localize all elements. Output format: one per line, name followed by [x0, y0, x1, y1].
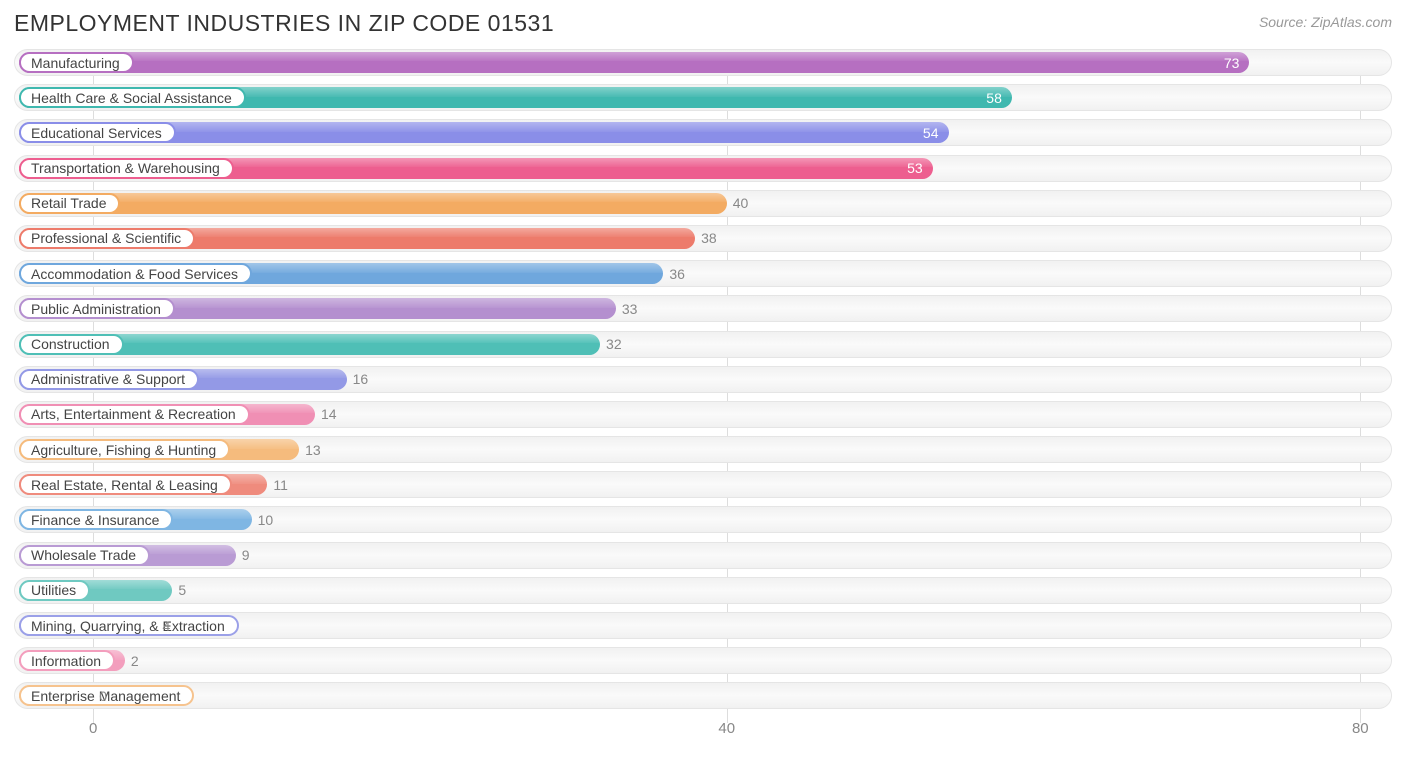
bar-value: 16: [353, 366, 369, 393]
bar-row: Construction 32: [14, 331, 1392, 358]
bar-fill: [19, 193, 727, 214]
bar-row: 58 Health Care & Social Assistance: [14, 84, 1392, 111]
bar-row: Agriculture, Fishing & Hunting 13: [14, 436, 1392, 463]
bar-value: 11: [273, 471, 288, 498]
bar-value: 38: [701, 225, 717, 252]
bar-value: 36: [669, 260, 685, 287]
bar-label: Public Administration: [19, 298, 175, 319]
bar-row: Wholesale Trade 9: [14, 542, 1392, 569]
bar-value: 14: [321, 401, 337, 428]
bar-label: Accommodation & Food Services: [19, 263, 252, 284]
chart-header: EMPLOYMENT INDUSTRIES IN ZIP CODE 01531 …: [14, 10, 1392, 37]
bar-fill: 73: [19, 52, 1249, 73]
bars-container: 73 Manufacturing 58 Health Care & Social As…: [14, 49, 1392, 709]
chart-area: 73 Manufacturing 58 Health Care & Social As…: [14, 49, 1392, 749]
bar-label: Retail Trade: [19, 193, 120, 214]
chart-title: EMPLOYMENT INDUSTRIES IN ZIP CODE 01531: [14, 10, 554, 37]
bar-row: Accommodation & Food Services 36: [14, 260, 1392, 287]
bar-row: Administrative & Support 16: [14, 366, 1392, 393]
axis-tick: 40: [718, 720, 735, 737]
bar-label: Educational Services: [19, 122, 176, 143]
bar-row: Enterprise Management0: [14, 682, 1392, 709]
bar-label: Health Care & Social Assistance: [19, 87, 246, 108]
bar-label: Construction: [19, 334, 124, 355]
bar-row: Real Estate, Rental & Leasing 11: [14, 471, 1392, 498]
bar-label: Utilities: [19, 580, 90, 601]
bar-row: Professional & Scientific 38: [14, 225, 1392, 252]
bar-track: [14, 577, 1392, 604]
bar-label: Manufacturing: [19, 52, 134, 73]
x-axis: 0 40 80: [14, 718, 1392, 742]
bar-row: Public Administration 33: [14, 295, 1392, 322]
axis-tick: 80: [1352, 720, 1369, 737]
bar-value: 9: [242, 542, 250, 569]
bar-row: Arts, Entertainment & Recreation 14: [14, 401, 1392, 428]
bar-label: Agriculture, Fishing & Hunting: [19, 439, 230, 460]
bar-label: Real Estate, Rental & Leasing: [19, 474, 232, 495]
bar-value: 2: [131, 647, 139, 674]
bar-label: Transportation & Warehousing: [19, 158, 234, 179]
chart-source: Source: ZipAtlas.com: [1259, 14, 1392, 30]
bar-value: 32: [606, 331, 622, 358]
bar-row: 73 Manufacturing: [14, 49, 1392, 76]
bar-value: 54: [923, 122, 939, 143]
bar-value: 73: [1224, 52, 1240, 73]
bar-value: 53: [907, 158, 923, 179]
bar-value: 5: [178, 577, 186, 604]
bar-track: [14, 682, 1392, 709]
bar-value: 40: [733, 190, 749, 217]
bar-value: 13: [305, 436, 321, 463]
bar-value: 0: [99, 682, 107, 709]
bar-row: 53 Transportation & Warehousing: [14, 155, 1392, 182]
bar-row: Utilities 5: [14, 577, 1392, 604]
bar-row: Mining, Quarrying, & Extraction4: [14, 612, 1392, 639]
bar-value: 58: [986, 87, 1002, 108]
bar-row: Information 2: [14, 647, 1392, 674]
bar-label: Professional & Scientific: [19, 228, 195, 249]
bar-label: Mining, Quarrying, & Extraction: [19, 615, 239, 636]
bar-track: [14, 647, 1392, 674]
bar-value: 33: [622, 295, 638, 322]
bar-label: Arts, Entertainment & Recreation: [19, 404, 250, 425]
bar-label: Information: [19, 650, 115, 671]
bar-row: Retail Trade 40: [14, 190, 1392, 217]
bar-label: Administrative & Support: [19, 369, 199, 390]
bar-value: 4: [163, 612, 171, 639]
bar-value: 10: [258, 506, 274, 533]
bar-label: Finance & Insurance: [19, 509, 173, 530]
bar-row: 54 Educational Services: [14, 119, 1392, 146]
bar-label: Wholesale Trade: [19, 545, 150, 566]
bar-row: Finance & Insurance 10: [14, 506, 1392, 533]
axis-tick: 0: [89, 720, 97, 737]
